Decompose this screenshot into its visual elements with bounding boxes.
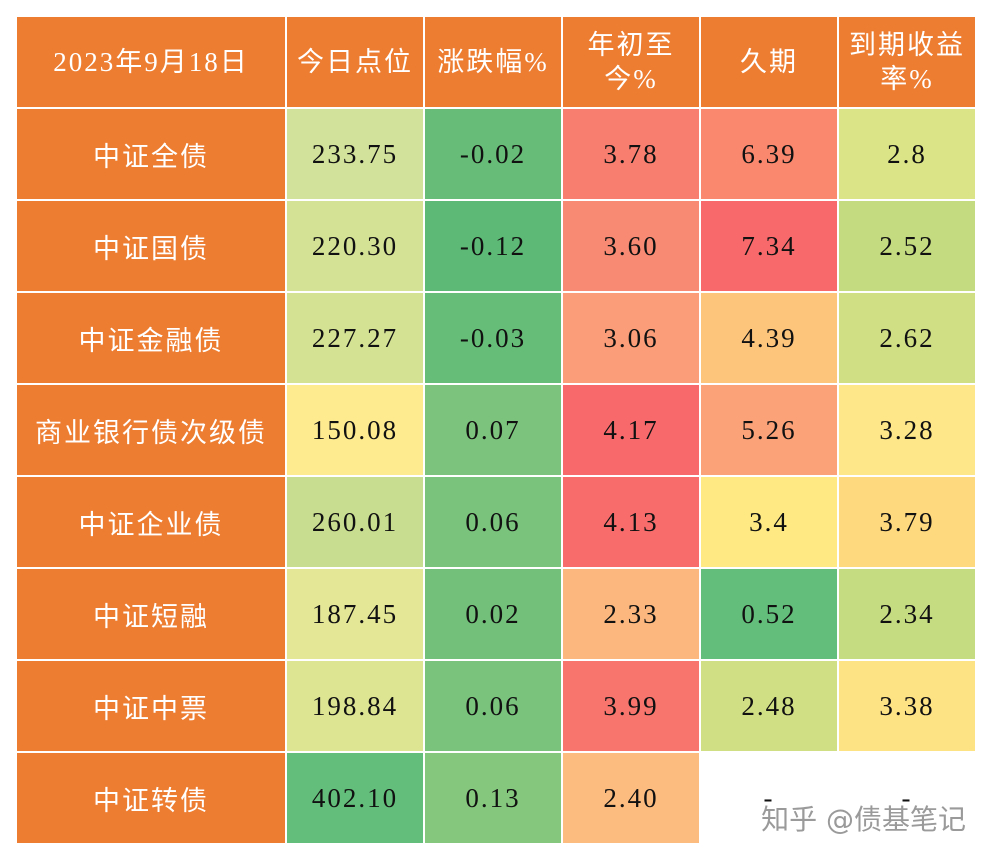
value-cell: 3.78	[561, 107, 701, 201]
value-cell: 2.52	[837, 199, 977, 293]
header-cell: 涨跌幅%	[423, 15, 563, 109]
value-cell: 3.38	[837, 659, 977, 753]
watermark: 知乎 @债基笔记	[761, 803, 966, 836]
value-cell: 227.27	[285, 291, 425, 385]
value-cell: -	[837, 751, 977, 845]
value-cell: 233.75	[285, 107, 425, 201]
table-row: 中证短融 187.45 0.02 2.33 0.52 2.34	[15, 567, 977, 661]
header-cell: 今日点位	[285, 15, 425, 109]
value-cell: 2.34	[837, 567, 977, 661]
value-cell: 260.01	[285, 475, 425, 569]
value-cell: 2.33	[561, 567, 701, 661]
value-cell: 2.40	[561, 751, 701, 845]
header-cell: 久期	[699, 15, 839, 109]
value-cell: 3.79	[837, 475, 977, 569]
value-cell: 4.13	[561, 475, 701, 569]
value-cell: 187.45	[285, 567, 425, 661]
row-label: 中证全债	[15, 107, 287, 201]
value-cell: 4.39	[699, 291, 839, 385]
value-cell: 3.60	[561, 199, 701, 293]
value-cell: 2.62	[837, 291, 977, 385]
value-cell: 0.07	[423, 383, 563, 477]
value-cell: 402.10	[285, 751, 425, 845]
value-cell: 3.28	[837, 383, 977, 477]
table-row: 商业银行债次级债 150.08 0.07 4.17 5.26 3.28	[15, 383, 977, 477]
value-cell: 5.26	[699, 383, 839, 477]
value-cell: 0.13	[423, 751, 563, 845]
value-cell: 0.06	[423, 475, 563, 569]
value-cell: 0.52	[699, 567, 839, 661]
row-label: 商业银行债次级债	[15, 383, 287, 477]
value-cell: 2.48	[699, 659, 839, 753]
table-row: 中证转债 402.10 0.13 2.40- -	[15, 751, 977, 845]
value-cell: 3.4	[699, 475, 839, 569]
header-cell: 年初至今%	[561, 15, 701, 109]
row-label: 中证转债	[15, 751, 287, 845]
header-cell: 到期收益率%	[837, 15, 977, 109]
table-row: 中证国债 220.30 -0.12 3.60 7.34 2.52	[15, 199, 977, 293]
value-cell: 3.06	[561, 291, 701, 385]
value-cell: 7.34	[699, 199, 839, 293]
value-cell: 0.02	[423, 567, 563, 661]
table-row: 中证企业债 260.01 0.06 4.13 3.4 3.79	[15, 475, 977, 569]
header-cell: 2023年9月18日	[15, 15, 287, 109]
value-cell: -	[699, 751, 839, 845]
value-cell: -0.02	[423, 107, 563, 201]
table-body: 中证全债 233.75 -0.02 3.78 6.39 2.8 中证国债 220.30 -0.1…	[15, 107, 977, 845]
header-row: 2023年9月18日 今日点位 涨跌幅% 年初至今% 久期 到期收益率%	[15, 15, 977, 109]
value-cell: -0.03	[423, 291, 563, 385]
value-cell: 220.30	[285, 199, 425, 293]
value-cell: 0.06	[423, 659, 563, 753]
table-row: 中证金融债 227.27 -0.03 3.06 4.39 2.62	[15, 291, 977, 385]
row-label: 中证企业债	[15, 475, 287, 569]
data-table: 2023年9月18日 今日点位 涨跌幅% 年初至今% 久期 到期收益率% 中证全债 233.…	[15, 15, 977, 845]
row-label: 中证短融	[15, 567, 287, 661]
value-cell: 3.99	[561, 659, 701, 753]
value-cell: 6.39	[699, 107, 839, 201]
value-cell: 150.08	[285, 383, 425, 477]
value-cell: 2.8	[837, 107, 977, 201]
value-cell: 198.84	[285, 659, 425, 753]
row-label: 中证金融债	[15, 291, 287, 385]
row-label: 中证国债	[15, 199, 287, 293]
table-row: 中证全债 233.75 -0.02 3.78 6.39 2.8	[15, 107, 977, 201]
value-cell: 4.17	[561, 383, 701, 477]
row-label: 中证中票	[15, 659, 287, 753]
table-row: 中证中票 198.84 0.06 3.99 2.48 3.38	[15, 659, 977, 753]
value-cell: -0.12	[423, 199, 563, 293]
